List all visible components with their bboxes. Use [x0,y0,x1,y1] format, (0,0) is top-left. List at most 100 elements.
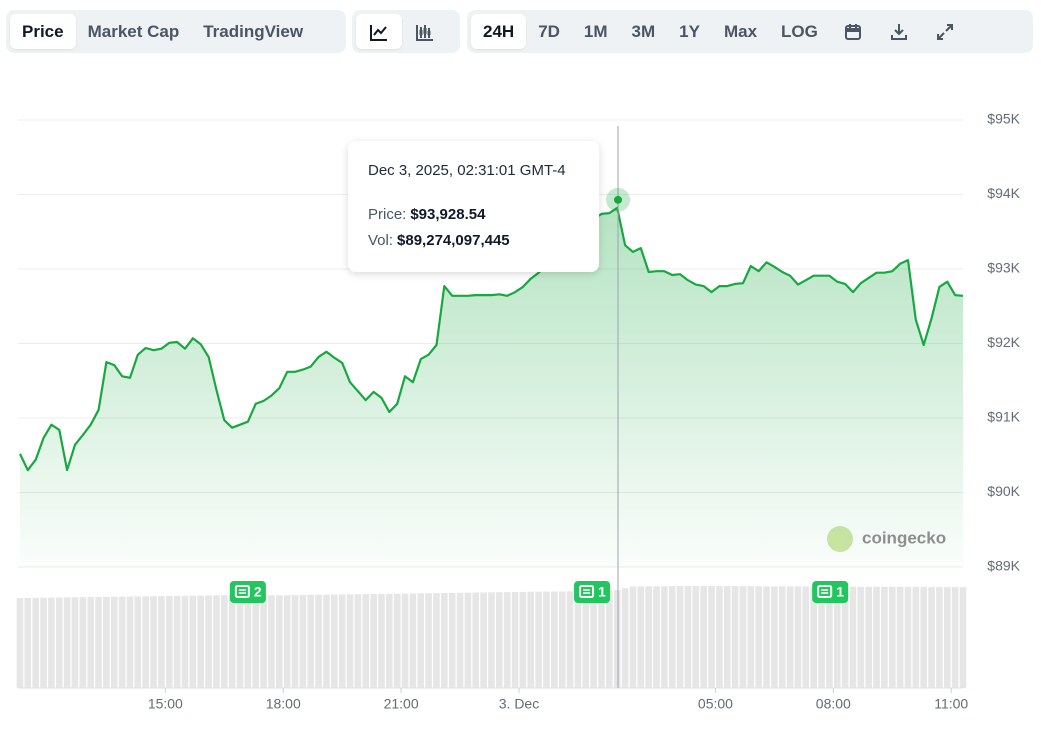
view-tabs: Price Market Cap TradingView [6,10,346,53]
volume-bar [260,595,267,688]
volume-bar [323,594,330,688]
volume-bar [456,592,464,688]
line-chart-button[interactable] [356,14,402,49]
y-tick-label: $93K [987,260,1020,276]
volume-bar [307,594,315,688]
tab-button[interactable]: 1M [583,21,608,41]
volume-bar [590,590,597,688]
y-tick-label: $91K [987,409,1020,425]
volume-bar [244,594,252,688]
y-tick-label: $90K [987,483,1020,499]
volume-bar [315,594,322,688]
volume-bar [283,595,291,688]
volume-bar [464,592,472,688]
volume-bar [118,596,126,688]
volume-bar [63,597,71,688]
tab-button[interactable]: Market Cap [87,21,180,41]
volume-bar [503,592,511,688]
volume-bar [150,596,157,688]
volume-bar [338,594,346,688]
candle-icon [416,24,433,41]
tab-button[interactable]: 1Y [679,21,700,41]
badge-icon-lines [238,589,246,594]
volume-bar [896,586,904,688]
volume-bar [386,593,393,688]
volume-bar [959,587,967,688]
volume-bar [606,590,613,688]
volume-bar [511,592,519,688]
watermark: coingecko [827,526,946,552]
tab-button[interactable]: Max [723,21,758,41]
volume-bar [417,593,425,688]
volume-bar [228,595,236,688]
watermark-text: coingecko [862,528,946,547]
volume-bar [197,595,205,688]
volume-bar [40,597,47,688]
badge-icon [817,585,833,598]
calendar-button[interactable] [830,14,876,49]
news-badge[interactable]: 2 [229,581,266,603]
tooltip-value: $89,274,097,445 [397,232,510,249]
download-button[interactable] [876,14,922,49]
volume-bar [700,586,707,688]
x-tick-label: 15:00 [148,696,183,712]
volume-bar [826,586,833,688]
volume-bar [236,594,244,688]
volume-bar [778,586,786,688]
volume-bar [849,586,857,688]
line-icon [370,24,387,41]
tab-button[interactable]: Price [10,14,76,49]
volume-bar [16,598,24,688]
volume-bar [378,593,385,688]
volume-bar [480,592,487,688]
chart-style-tabs [352,10,460,53]
news-badge[interactable]: 1 [574,581,611,603]
volume-bar [912,586,920,688]
y-tick-label: $94K [987,185,1020,201]
volume-bar [95,596,102,688]
volume-bar [558,591,566,688]
range-list: 24H 7D 1M 3M 1Y Max LOG [471,14,830,49]
volume-bar [87,597,94,688]
volume-bar [951,587,959,688]
volume-bar [810,586,817,688]
volume-bar [409,593,417,688]
volume-bar [692,586,700,688]
volume-bar [684,586,692,688]
calendar-icon [844,23,861,40]
volume-bar [857,586,865,688]
tab-button[interactable]: LOG [781,21,818,41]
volume-bar [393,593,401,688]
news-badge[interactable]: 1 [812,581,849,603]
volume-bar [613,590,621,688]
volume-bar [629,586,637,688]
tab-button[interactable]: 24H [471,14,527,49]
volume-bar [551,591,558,688]
volume-bar [621,588,629,688]
volume-bar [362,594,370,688]
badge-icon [234,585,250,598]
volume-bar [920,586,928,688]
candle-chart-button[interactable] [402,14,448,49]
volume-bar [833,586,841,688]
volume-bar [441,593,448,688]
fullscreen-icon [936,23,953,40]
volume-bar [723,586,731,688]
volume-bar [189,595,197,688]
volume-bar [661,586,668,688]
x-tick-label: 3. Dec [499,696,539,712]
tooltip-label: Vol: [368,232,393,249]
tab-button[interactable]: 3M [631,21,656,41]
volume-bar [354,594,362,688]
volume-bar [786,586,794,688]
y-tick-label: $92K [987,334,1020,350]
volume-bar [527,591,535,688]
tab-button[interactable]: TradingView [203,21,304,41]
volume-bar [275,595,283,688]
volume-bar [370,594,377,688]
badge-count: 2 [254,584,262,600]
tab-button[interactable]: 7D [538,21,560,41]
volume-bar [747,586,755,688]
volume-bar [668,586,676,688]
fullscreen-button[interactable] [922,14,968,49]
